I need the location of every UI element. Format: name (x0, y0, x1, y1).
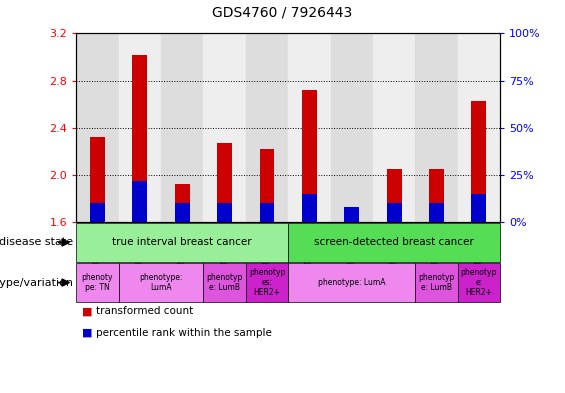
Bar (90, 203, 105, 222)
Text: phenotype: LumA: phenotype: LumA (318, 278, 385, 287)
Bar (203, 33, 246, 222)
Text: phenotyp
e: LumB: phenotyp e: LumB (206, 273, 243, 292)
Text: screen-detected breast cancer: screen-detected breast cancer (314, 237, 474, 248)
Bar (302, 194, 317, 222)
Bar (471, 194, 486, 222)
Bar (288, 263, 415, 302)
Bar (415, 263, 458, 302)
Bar (331, 33, 373, 222)
Bar (132, 180, 147, 222)
Bar (259, 203, 275, 222)
Bar (288, 223, 500, 262)
Bar (217, 143, 232, 222)
Bar (344, 214, 359, 222)
Bar (471, 101, 486, 222)
Bar (429, 203, 444, 222)
Bar (161, 33, 203, 222)
Text: genotype/variation: genotype/variation (0, 277, 73, 288)
Bar (203, 263, 246, 302)
Bar (175, 184, 190, 222)
Bar (415, 33, 458, 222)
Bar (429, 169, 444, 222)
Bar (373, 33, 415, 222)
Bar (302, 90, 317, 222)
Text: phenotyp
e:
HER2+: phenotyp e: HER2+ (460, 268, 497, 298)
Bar (175, 203, 190, 222)
Text: true interval breast cancer: true interval breast cancer (112, 237, 252, 248)
Bar (132, 55, 147, 222)
Bar (246, 33, 288, 222)
Bar (386, 203, 402, 222)
Text: GDS4760 / 7926443: GDS4760 / 7926443 (212, 6, 353, 20)
Bar (217, 203, 232, 222)
Text: ■: ■ (82, 328, 93, 338)
Bar (76, 223, 288, 262)
Text: ■: ■ (82, 306, 93, 316)
Bar (288, 33, 331, 222)
Bar (119, 263, 203, 302)
Text: phenoty
pe: TN: phenoty pe: TN (82, 273, 113, 292)
Bar (259, 149, 275, 222)
Bar (76, 33, 119, 222)
Bar (76, 263, 119, 302)
Bar (246, 263, 288, 302)
Text: percentile rank within the sample: percentile rank within the sample (96, 328, 272, 338)
Bar (458, 33, 500, 222)
Text: phenotyp
e: LumB: phenotyp e: LumB (418, 273, 455, 292)
Text: phenotype:
LumA: phenotype: LumA (140, 273, 182, 292)
Bar (90, 137, 105, 222)
Bar (344, 207, 359, 222)
Bar (386, 169, 402, 222)
Text: disease state: disease state (0, 237, 73, 248)
Bar (119, 33, 161, 222)
Text: phenotyp
es:
HER2+: phenotyp es: HER2+ (249, 268, 285, 298)
Bar (458, 263, 500, 302)
Text: transformed count: transformed count (96, 306, 193, 316)
